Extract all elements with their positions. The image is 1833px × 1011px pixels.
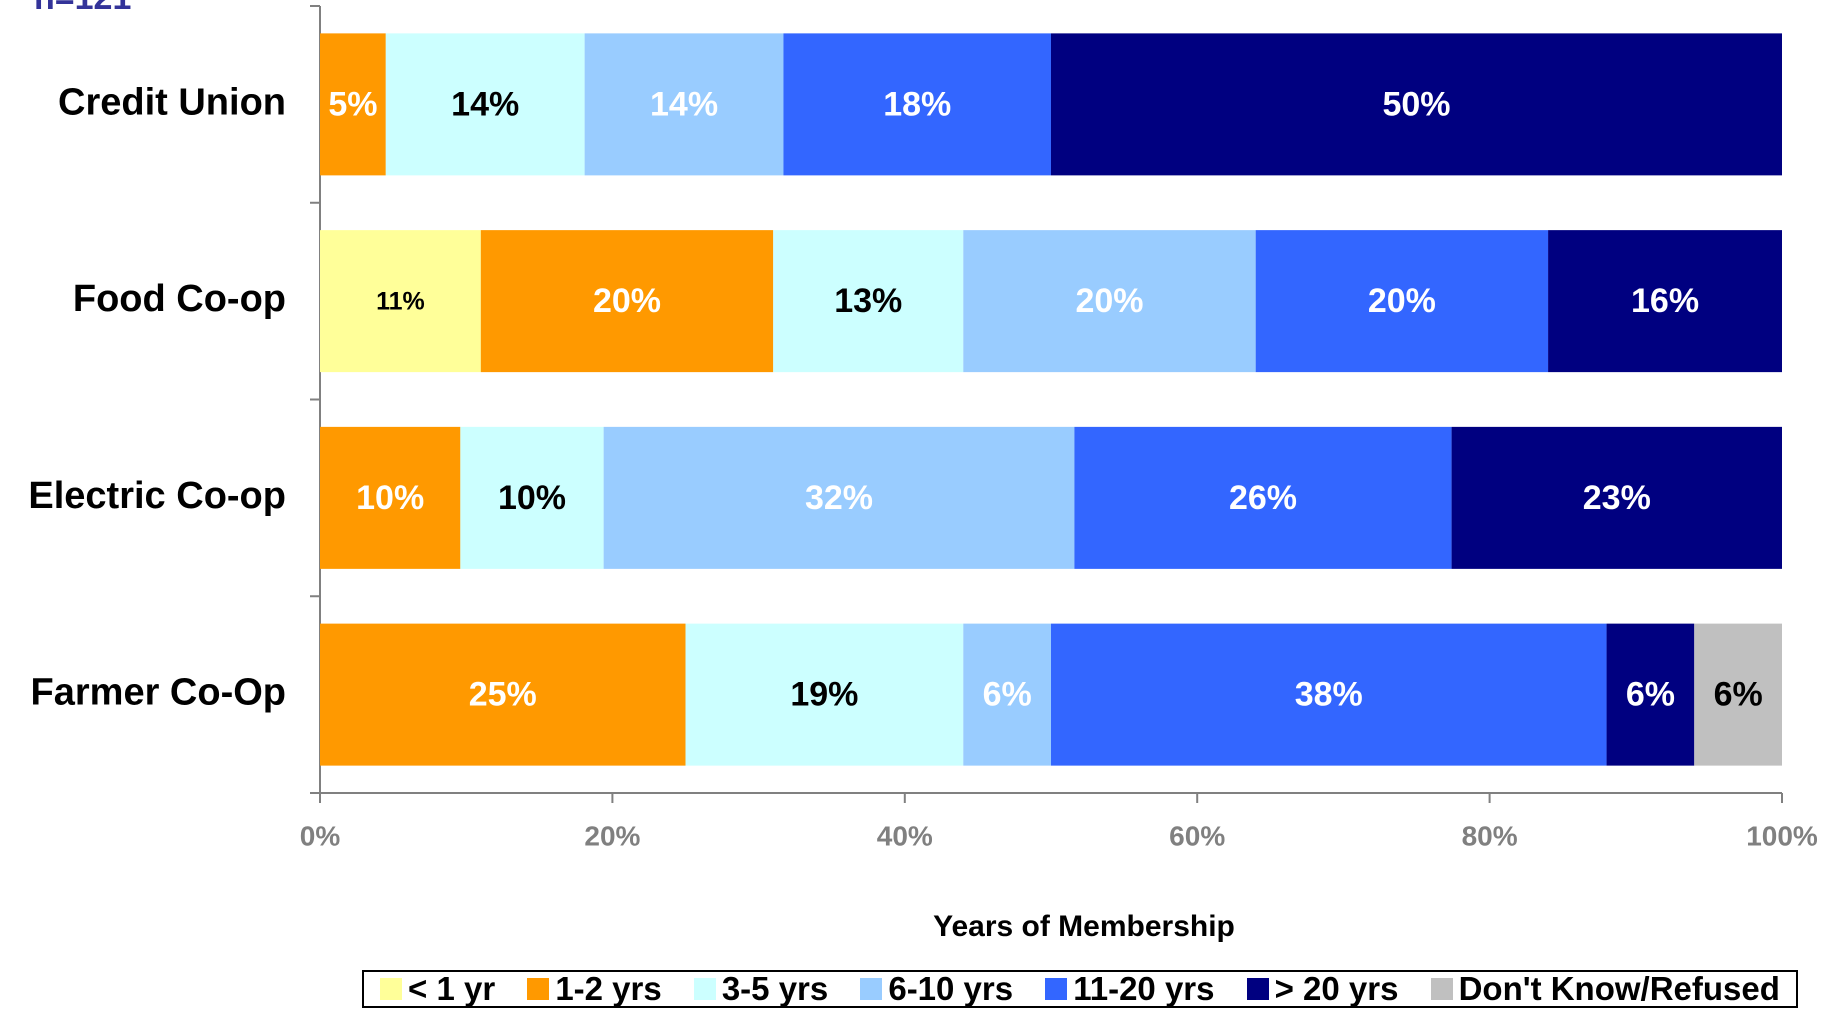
x-tick-label: 60%	[1169, 820, 1225, 851]
x-axis-title: Years of Membership	[933, 910, 1235, 943]
bar-segment	[783, 33, 1051, 176]
bar-segment	[773, 230, 964, 373]
data-label: 10%	[356, 479, 424, 517]
bar-segment	[1255, 230, 1549, 373]
data-label: 38%	[1295, 676, 1363, 714]
data-label: 26%	[1229, 479, 1297, 517]
bar-segment	[963, 623, 1051, 766]
legend-label: < 1 yr	[408, 970, 496, 1007]
legend-swatch	[693, 978, 716, 1000]
x-tick-label: 0%	[300, 820, 341, 851]
data-label: 50%	[1382, 85, 1450, 123]
bar-segment	[685, 623, 964, 766]
bar-segment	[1548, 230, 1782, 373]
legend-label: Don't Know/Refused	[1458, 970, 1780, 1007]
legend-item: 6-10 yrs	[860, 970, 1013, 1008]
data-label: 6%	[983, 676, 1032, 714]
bar-segment	[320, 623, 686, 766]
legend-swatch	[1246, 978, 1269, 1000]
data-label: 19%	[790, 676, 858, 714]
legend-label: > 20 yrs	[1274, 970, 1399, 1007]
bar-segment	[584, 33, 784, 176]
data-label: 5%	[328, 85, 377, 123]
bar-segment	[1051, 623, 1607, 766]
legend-swatch	[527, 978, 550, 1000]
category-label: Farmer Co-Op	[31, 672, 286, 714]
x-tick-label: 20%	[584, 820, 640, 851]
bar-segment	[320, 426, 461, 569]
legend-item: 1-2 yrs	[527, 970, 662, 1008]
data-label: 14%	[451, 85, 519, 123]
x-tick-label: 40%	[877, 820, 933, 851]
data-label: 10%	[498, 479, 566, 517]
legend-swatch	[860, 978, 883, 1000]
bar-segment	[320, 33, 386, 176]
legend-swatch	[380, 978, 403, 1000]
subtitle: n=121	[34, 0, 131, 17]
data-label: 11%	[376, 288, 425, 316]
data-label: 25%	[469, 676, 537, 714]
category-label: Electric Co-op	[28, 475, 286, 517]
data-label: 6%	[1714, 676, 1763, 714]
legend-item: 11-20 yrs	[1045, 970, 1215, 1008]
bar-segment	[320, 230, 481, 373]
legend-label: 6-10 yrs	[888, 970, 1014, 1007]
data-label: 20%	[1368, 282, 1436, 320]
category-label: Food Co-op	[73, 278, 286, 320]
bar-segment	[1694, 623, 1782, 766]
data-label: 23%	[1583, 479, 1651, 517]
bar-segment	[603, 426, 1075, 569]
legend-swatch	[1430, 978, 1453, 1000]
legend-item: 3-5 yrs	[693, 970, 829, 1008]
legend-label: 11-20 yrs	[1073, 970, 1215, 1007]
bar-segment	[1606, 623, 1695, 766]
legend: < 1 yr 1-2 yrs 3-5 yrs 6-10 yrs 11-20 yrs > 2…	[362, 970, 1798, 1008]
data-label: 20%	[1075, 282, 1143, 320]
bar-segment	[963, 230, 1256, 373]
bar-segment	[1451, 426, 1782, 569]
data-label: 32%	[805, 479, 873, 517]
bar-segment	[460, 426, 604, 569]
legend-label: 3-5 yrs	[721, 970, 829, 1007]
bar-segment	[1051, 33, 1782, 176]
category-label: Credit Union	[58, 81, 286, 123]
data-label: 6%	[1626, 676, 1675, 714]
x-tick-label: 80%	[1462, 820, 1518, 851]
data-label: 16%	[1631, 282, 1699, 320]
legend-item: > 20 yrs	[1246, 970, 1399, 1008]
data-label: 20%	[593, 282, 661, 320]
legend-swatch	[1045, 978, 1068, 1000]
bar-segment	[480, 230, 774, 373]
bar-segment	[385, 33, 585, 176]
data-label: 13%	[834, 282, 902, 320]
legend-item: Don't Know/Refused	[1430, 970, 1780, 1008]
legend-item: < 1 yr	[380, 970, 495, 1008]
data-label: 18%	[883, 85, 951, 123]
bar-segment	[1074, 426, 1452, 569]
legend-label: 1-2 yrs	[555, 970, 662, 1007]
x-tick-label: 100%	[1746, 820, 1818, 851]
data-label: 14%	[650, 85, 718, 123]
